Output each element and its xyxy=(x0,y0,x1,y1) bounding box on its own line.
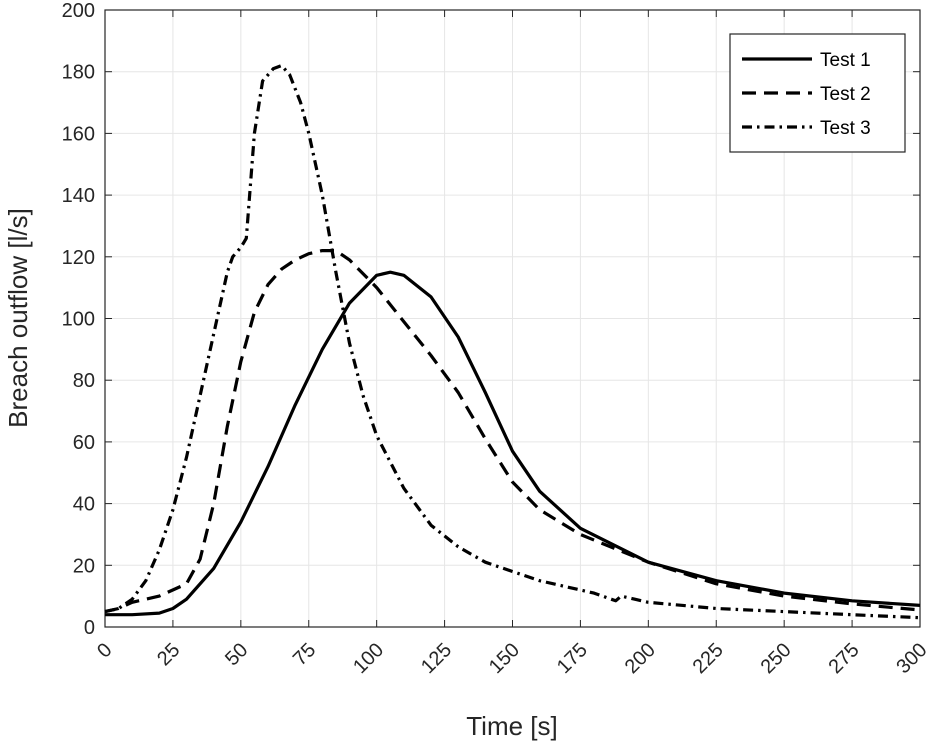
x-tick-label: 225 xyxy=(689,639,728,678)
x-axis-title: Time [s] xyxy=(466,711,557,741)
x-tick-label: 300 xyxy=(892,639,931,678)
series-line-test-2 xyxy=(104,249,921,614)
series-line-test-3 xyxy=(104,63,921,620)
legend-box xyxy=(729,33,906,153)
y-tick-label: 140 xyxy=(62,185,95,207)
y-tick-label: 100 xyxy=(62,309,95,331)
x-tick-label: 125 xyxy=(417,639,456,678)
y-tick-label: 80 xyxy=(73,370,95,392)
y-tick-label: 20 xyxy=(73,555,95,577)
x-tick-label: 250 xyxy=(757,639,796,678)
x-tick-label: 0 xyxy=(93,639,116,662)
series-lines xyxy=(104,63,921,620)
x-tick-label: 100 xyxy=(349,639,388,678)
legend-label: Test 1 xyxy=(820,50,871,71)
y-tick-label: 200 xyxy=(62,0,95,22)
legend-label: Test 3 xyxy=(820,118,871,139)
x-tick-label: 150 xyxy=(485,639,524,678)
x-tick-label: 75 xyxy=(289,639,320,670)
legend-label: Test 2 xyxy=(820,84,871,105)
x-tick-label: 25 xyxy=(153,639,184,670)
y-tick-label: 180 xyxy=(62,62,95,84)
y-tick-label: 40 xyxy=(73,494,95,516)
x-tick-label: 275 xyxy=(824,639,863,678)
y-axis-title: Breach outflow [l/s] xyxy=(3,208,33,428)
y-tick-label: 60 xyxy=(73,432,95,454)
y-tick-label: 0 xyxy=(84,617,95,639)
x-tick-label: 175 xyxy=(553,639,592,678)
y-tick-label: 120 xyxy=(62,247,95,269)
legend: Test 1 Test 2 Test 3 xyxy=(729,33,906,153)
x-tick-label: 200 xyxy=(621,639,660,678)
y-tick-label: 160 xyxy=(62,123,95,145)
x-tick-label: 50 xyxy=(221,639,252,670)
